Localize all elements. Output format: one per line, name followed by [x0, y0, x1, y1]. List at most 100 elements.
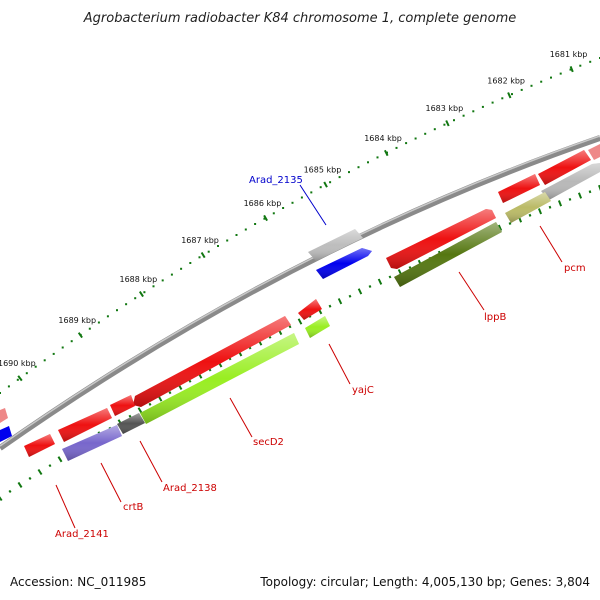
ruler-dot — [300, 196, 303, 199]
gene-crtB[interactable] — [62, 425, 122, 461]
inner-track-tick — [508, 221, 512, 226]
ruler-dot — [88, 327, 91, 330]
ruler-dot — [329, 181, 332, 184]
gene-red-upper-1[interactable] — [386, 209, 496, 269]
gene-pink-upper[interactable] — [588, 144, 600, 160]
ruler-dot — [395, 146, 398, 149]
inner-track-tick — [297, 318, 303, 325]
inner-track-tick — [537, 208, 543, 215]
gene-yajC-red[interactable] — [298, 299, 322, 320]
ruler-dot — [310, 191, 313, 194]
gene-arad-2141[interactable] — [24, 434, 55, 457]
ruler-major-tick — [384, 149, 389, 157]
gene-arad-2135-grey[interactable] — [308, 229, 363, 261]
gene-red-small-1[interactable] — [110, 395, 135, 416]
ruler-label: 1685 kbp — [304, 166, 342, 175]
ruler-label: 1681 kbp — [550, 50, 588, 59]
gene-arad-2135-blue[interactable] — [316, 248, 372, 279]
genome-backbone-highlight — [0, 135, 600, 447]
ruler-dot — [433, 128, 436, 131]
ruler-dot — [540, 80, 543, 83]
inner-track-tick — [128, 414, 132, 418]
inner-track-tick — [548, 205, 552, 209]
inner-track-tick — [188, 379, 192, 383]
inner-track-tick — [37, 468, 43, 476]
label-yajC[interactable]: yajC — [352, 385, 374, 396]
ruler-dot — [357, 166, 360, 169]
ruler-dot — [424, 132, 427, 135]
ruler-dot — [472, 110, 475, 113]
label-arad-2135[interactable]: Arad_2135 — [249, 175, 303, 186]
ruler-label: 1690 kbp — [0, 359, 36, 368]
ruler-label: 1688 kbp — [120, 275, 158, 284]
inner-track-tick — [377, 278, 383, 285]
inner-track-tick — [388, 275, 392, 279]
ruler-major-tick — [263, 214, 268, 222]
gene-red-small-2[interactable] — [58, 408, 112, 442]
ruler-dot — [263, 217, 266, 220]
inner-track-tick — [137, 407, 143, 414]
ruler-dot — [189, 262, 192, 264]
ruler-major-tick — [323, 181, 328, 188]
inner-dotted-track — [0, 184, 600, 502]
gene-blue-left[interactable] — [0, 426, 12, 442]
inner-track-tick — [288, 325, 292, 329]
gene-yajC[interactable] — [305, 316, 330, 338]
ruler-major-tick — [17, 375, 23, 382]
label-secD2[interactable]: secD2 — [253, 437, 284, 448]
ruler-label: 1686 kbp — [244, 199, 282, 208]
ruler-dot — [180, 267, 183, 270]
label-pcm[interactable]: pcm — [564, 263, 586, 274]
inner-track-tick — [568, 197, 572, 201]
ruler-dot — [414, 137, 417, 140]
ruler-dot — [481, 105, 484, 108]
label-arad-2141[interactable]: Arad_2141 — [55, 529, 109, 540]
inner-track-tick — [497, 224, 503, 231]
gene-pcm[interactable] — [505, 192, 551, 223]
ruler-dot — [70, 340, 73, 343]
gene-red-upper-3[interactable] — [538, 150, 591, 185]
ruler-dot — [348, 171, 350, 174]
inner-track-tick — [328, 304, 332, 308]
ruler-major-tick — [445, 120, 450, 127]
ruler-label: 1687 kbp — [181, 236, 219, 245]
ruler-label: 1682 kbp — [487, 76, 525, 85]
label-lppB[interactable]: lppB — [484, 312, 506, 323]
label-arad-2138[interactable]: Arad_2138 — [163, 483, 217, 494]
ruler-dot — [367, 161, 369, 164]
ruler-dot — [143, 291, 146, 294]
inner-track-tick — [148, 402, 152, 406]
ruler-dot — [338, 176, 341, 179]
ruler-dot — [7, 385, 10, 388]
ruler-dot — [226, 239, 229, 242]
ruler-dot — [550, 76, 552, 79]
ruler-dot — [0, 392, 1, 394]
ruler-major-tick — [138, 291, 144, 298]
gene-red-long[interactable] — [133, 316, 291, 407]
ruler-dot — [116, 309, 118, 312]
gene-arad-2138[interactable] — [117, 413, 145, 434]
gene-pink-left[interactable] — [0, 408, 8, 423]
ruler-dot — [170, 273, 173, 276]
gene-lppB[interactable] — [394, 222, 502, 287]
ruler-major-tick — [507, 92, 512, 99]
label-crtB[interactable]: crtB — [123, 502, 144, 513]
inner-track-tick — [48, 464, 52, 468]
ruler-dot — [589, 60, 592, 63]
ruler-dot — [52, 352, 55, 355]
ruler-dot — [125, 303, 128, 306]
gene-grey-upper[interactable] — [541, 163, 600, 200]
ruler-dot — [244, 228, 247, 231]
ruler-dot — [106, 315, 109, 318]
inner-track-tick — [348, 294, 352, 298]
ruler-dot — [254, 223, 257, 225]
inner-track-tick — [0, 496, 3, 502]
ruler-dot — [453, 119, 455, 122]
genome-summary-text: Topology: circular; Length: 4,005,130 bp… — [259, 575, 590, 589]
ruler-dot — [272, 212, 275, 215]
ruler-dot — [97, 321, 100, 324]
inner-track-tick — [357, 288, 363, 295]
gene-secD2[interactable] — [140, 333, 299, 424]
gene-red-upper-2[interactable] — [498, 174, 540, 203]
